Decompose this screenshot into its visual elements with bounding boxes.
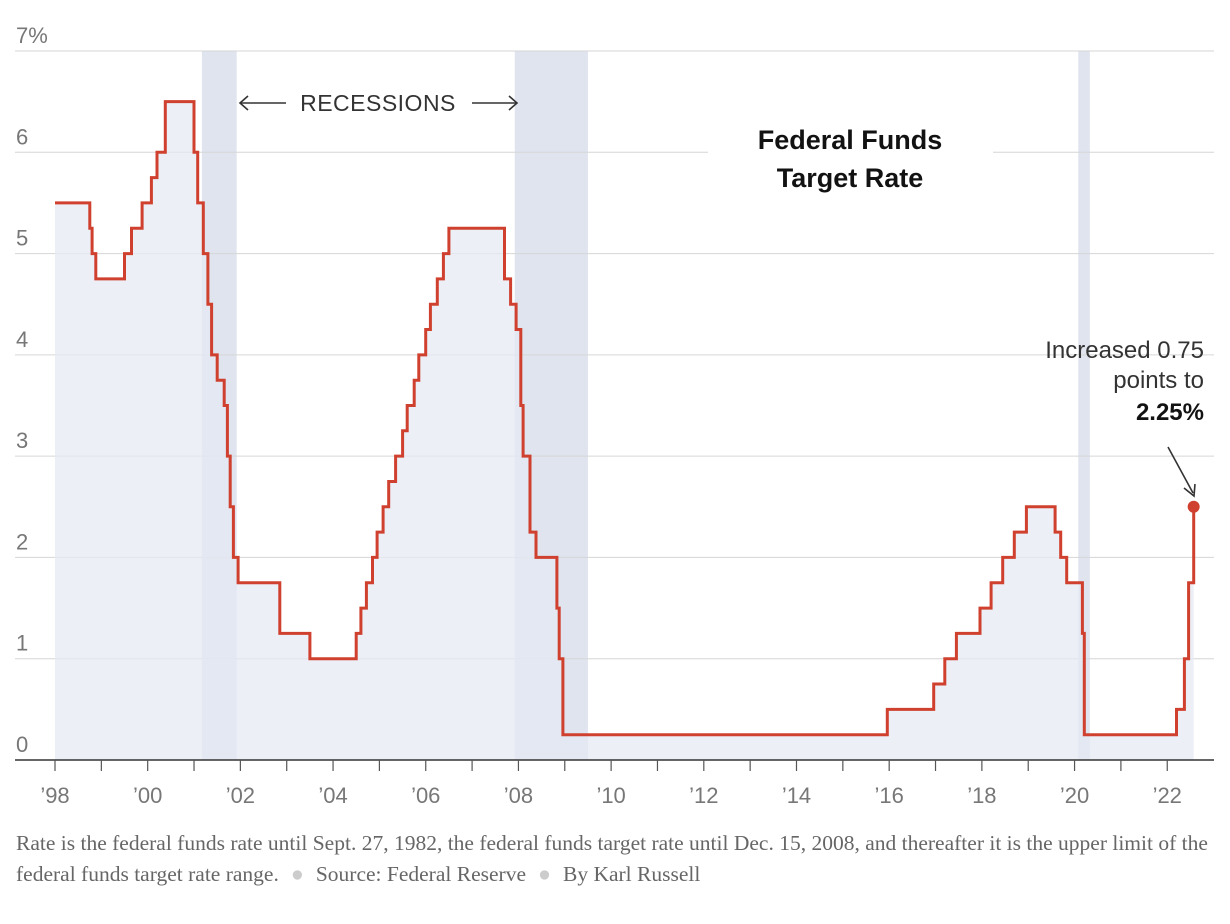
x-tick-label-2004: ’04	[318, 783, 347, 808]
x-tick-label-2010: ’10	[596, 783, 625, 808]
x-tick-label-2022: ’22	[1153, 783, 1182, 808]
x-tick-label-2012: ’12	[689, 783, 718, 808]
annotation-line-2: points to	[1113, 367, 1204, 394]
rate-line	[55, 100, 1200, 737]
x-tick-label-2016: ’16	[875, 783, 904, 808]
recessions-label: RECESSIONS	[238, 86, 519, 120]
fed-funds-chart: 7% 6 5 4 3 2 1 0 Federal Funds Target Rate RECE…	[15, 23, 1214, 808]
recessions-label-text: RECESSIONS	[300, 90, 456, 116]
x-tick-label-2000: ’00	[133, 783, 162, 808]
chart-title: Federal Funds Target Rate	[708, 118, 993, 200]
chart-title-line-1: Federal Funds	[758, 125, 943, 155]
x-tick-label-2018: ’18	[967, 783, 996, 808]
x-tick-label-2002: ’02	[226, 783, 255, 808]
annotation-value: 2.25%	[1136, 399, 1204, 426]
y-tick-label-7: 7%	[16, 23, 48, 48]
credit-text: By Karl Russell	[562, 862, 701, 886]
x-tick-label-1998: ’98	[40, 783, 69, 808]
y-tick-label-3: 3	[16, 428, 28, 453]
separator-dot-1: ●	[290, 862, 304, 886]
y-tick-label-1: 1	[16, 631, 28, 656]
rate-step-line	[55, 100, 1196, 737]
annotation-line-1: Increased 0.75	[1045, 337, 1204, 364]
chart-title-line-2: Target Rate	[777, 163, 924, 193]
y-tick-label-5: 5	[16, 226, 28, 251]
recession-band-3	[1078, 51, 1090, 760]
y-tick-label-6: 6	[16, 124, 28, 149]
rate-area-fill	[55, 101, 1194, 761]
x-axis: ’98 ’00 ’02 ’04 ’06 ’08 ’10 ’12 ’14 ’16 ’18 ’20 ’22	[15, 759, 1214, 808]
source-text: Source: Federal Reserve	[315, 862, 526, 886]
latest-rate-point	[1187, 500, 1200, 513]
rate-area	[55, 101, 1194, 761]
x-tick-label-2014: ’14	[782, 783, 811, 808]
latest-rate-annotation: Increased 0.75 points to 2.25%	[1045, 337, 1204, 498]
y-axis-labels: 7% 6 5 4 3 2 1 0	[16, 23, 48, 757]
x-tick-label-2020: ’20	[1060, 783, 1089, 808]
annotation-arrow	[1167, 446, 1194, 494]
y-tick-label-2: 2	[16, 529, 28, 554]
y-tick-label-4: 4	[16, 327, 28, 352]
separator-dot-2: ●	[537, 862, 551, 886]
x-tick-label-2006: ’06	[411, 783, 440, 808]
chart-note: Rate is the federal funds rate until Sep…	[16, 828, 1216, 890]
y-tick-label-0: 0	[16, 732, 28, 757]
note-text: Rate is the federal funds rate until Sep…	[16, 831, 1208, 886]
x-tick-label-2008: ’08	[504, 783, 533, 808]
